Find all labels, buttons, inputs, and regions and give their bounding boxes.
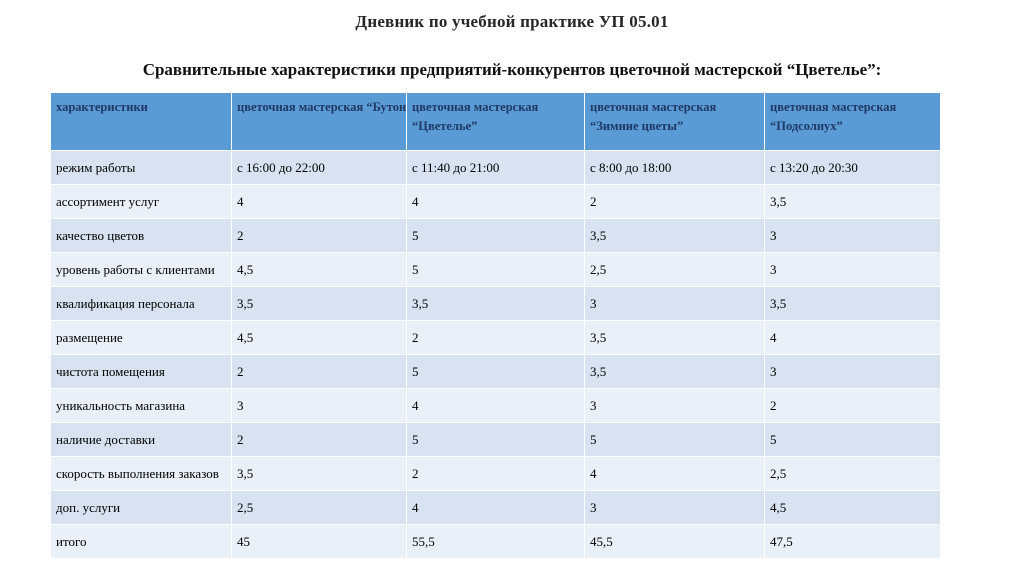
- value-cell: 4: [406, 184, 585, 219]
- value-cell: 3: [764, 218, 941, 253]
- value-cell: 2: [406, 320, 585, 355]
- value-cell: 5: [584, 422, 765, 457]
- value-cell: 3,5: [584, 218, 765, 253]
- value-cell: 4,5: [231, 252, 407, 287]
- value-cell: 3,5: [231, 286, 407, 321]
- value-cell: 3,5: [764, 184, 941, 219]
- value-cell: 5: [406, 218, 585, 253]
- value-cell: 45: [231, 524, 407, 559]
- value-cell: с 13:20 до 20:30: [764, 150, 941, 185]
- value-cell: 3: [584, 286, 765, 321]
- table-row: наличие доставки 2 5 5 5: [50, 422, 941, 457]
- page-title: Дневник по учебной практике УП 05.01: [355, 12, 669, 31]
- column-header: цветочная мастерская “Зимние цветы”: [584, 92, 765, 151]
- value-cell: 3,5: [764, 286, 941, 321]
- value-cell: 5: [764, 422, 941, 457]
- row-label: ассортимент услуг: [50, 184, 232, 219]
- value-cell: 3: [764, 354, 941, 389]
- table-row: скорость выполнения заказов 3,5 2 4 2,5: [50, 456, 941, 491]
- row-label: доп. услуги: [50, 490, 232, 525]
- value-cell: 2: [231, 354, 407, 389]
- row-label: итого: [50, 524, 232, 559]
- table-row: уникальность магазина 3 4 3 2: [50, 388, 941, 423]
- column-header: цветочная мастерская “Цветелье”: [406, 92, 585, 151]
- value-cell: 2: [764, 388, 941, 423]
- value-cell: 4: [406, 490, 585, 525]
- value-cell: 5: [406, 252, 585, 287]
- value-cell: 3,5: [231, 456, 407, 491]
- row-label: наличие доставки: [50, 422, 232, 457]
- value-cell: 4,5: [764, 490, 941, 525]
- value-cell: с 16:00 до 22:00: [231, 150, 407, 185]
- table-row: качество цветов 2 5 3,5 3: [50, 218, 941, 253]
- row-label: размещение: [50, 320, 232, 355]
- value-cell: 4: [584, 456, 765, 491]
- value-cell: 3: [584, 388, 765, 423]
- row-label: режим работы: [50, 150, 232, 185]
- value-cell: 2,5: [584, 252, 765, 287]
- column-header: цветочная мастерская “Бутон”: [231, 92, 407, 151]
- table-row: уровень работы с клиентами 4,5 5 2,5 3: [50, 252, 941, 287]
- value-cell: 4,5: [231, 320, 407, 355]
- row-label: чистота помещения: [50, 354, 232, 389]
- table-row: режим работы с 16:00 до 22:00 с 11:40 до 2…: [50, 150, 941, 185]
- value-cell: 2: [406, 456, 585, 491]
- value-cell: 3,5: [584, 354, 765, 389]
- value-cell: 3: [231, 388, 407, 423]
- table-row: размещение 4,5 2 3,5 4: [50, 320, 941, 355]
- row-label: качество цветов: [50, 218, 232, 253]
- table-body: режим работы с 16:00 до 22:00 с 11:40 до 2…: [50, 150, 941, 559]
- column-header: цветочная мастерская “Подсолнух”: [764, 92, 941, 151]
- table-row: квалификация персонала 3,5 3,5 3 3,5: [50, 286, 941, 321]
- table-row: ассортимент услуг 4 4 2 3,5: [50, 184, 941, 219]
- row-label: скорость выполнения заказов: [50, 456, 232, 491]
- value-cell: 4: [764, 320, 941, 355]
- value-cell: 2,5: [231, 490, 407, 525]
- value-cell: 3: [764, 252, 941, 287]
- value-cell: 2: [231, 218, 407, 253]
- comparison-table: характеристики цветочная мастерская “Буто…: [50, 92, 941, 559]
- value-cell: с 11:40 до 21:00: [406, 150, 585, 185]
- value-cell: 3: [584, 490, 765, 525]
- value-cell: 3,5: [406, 286, 585, 321]
- row-label: квалификация персонала: [50, 286, 232, 321]
- row-label: уникальность магазина: [50, 388, 232, 423]
- row-label: уровень работы с клиентами: [50, 252, 232, 287]
- value-cell: 47,5: [764, 524, 941, 559]
- value-cell: 45,5: [584, 524, 765, 559]
- value-cell: с 8:00 до 18:00: [584, 150, 765, 185]
- value-cell: 5: [406, 422, 585, 457]
- value-cell: 55,5: [406, 524, 585, 559]
- value-cell: 4: [231, 184, 407, 219]
- value-cell: 4: [406, 388, 585, 423]
- characteristics-header: характеристики: [50, 92, 232, 151]
- subtitle: Сравнительные характеристики предприятий…: [142, 60, 882, 79]
- table-head-row: характеристики цветочная мастерская “Буто…: [50, 92, 941, 151]
- value-cell: 3,5: [584, 320, 765, 355]
- value-cell: 2: [231, 422, 407, 457]
- value-cell: 2: [584, 184, 765, 219]
- table-row: доп. услуги 2,5 4 3 4,5: [50, 490, 941, 525]
- value-cell: 2,5: [764, 456, 941, 491]
- table-row: итого 45 55,5 45,5 47,5: [50, 524, 941, 559]
- table-row: чистота помещения 2 5 3,5 3: [50, 354, 941, 389]
- value-cell: 5: [406, 354, 585, 389]
